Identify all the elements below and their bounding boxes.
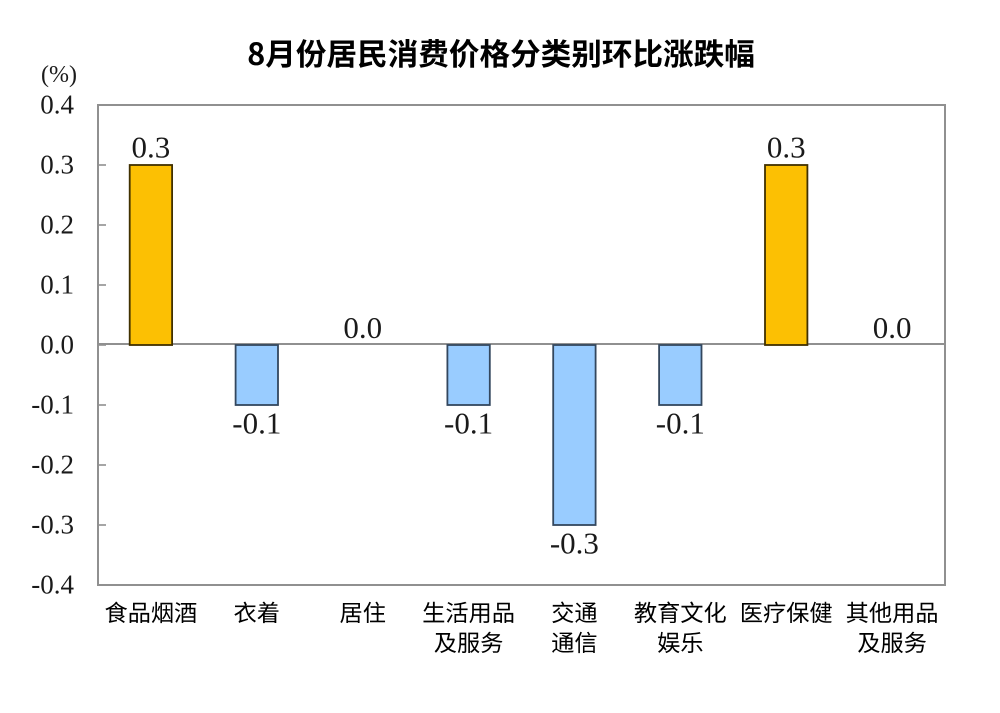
svg-text:-0.1: -0.1 bbox=[31, 390, 74, 420]
svg-text:0.3: 0.3 bbox=[767, 130, 806, 165]
svg-text:-0.1: -0.1 bbox=[232, 406, 281, 441]
svg-text:-0.2: -0.2 bbox=[31, 450, 74, 480]
svg-text:0.3: 0.3 bbox=[40, 150, 74, 180]
svg-text:0.4: 0.4 bbox=[40, 90, 74, 120]
svg-text:0.0: 0.0 bbox=[40, 330, 74, 360]
svg-text:0.0: 0.0 bbox=[343, 310, 382, 345]
svg-text:-0.3: -0.3 bbox=[550, 526, 599, 561]
svg-text:0.0: 0.0 bbox=[873, 310, 912, 345]
svg-text:-0.1: -0.1 bbox=[444, 406, 493, 441]
svg-text:0.3: 0.3 bbox=[132, 130, 171, 165]
svg-text:-0.3: -0.3 bbox=[31, 510, 74, 540]
svg-text:0.2: 0.2 bbox=[40, 210, 74, 240]
svg-text:0.1: 0.1 bbox=[40, 270, 74, 300]
svg-text:-0.1: -0.1 bbox=[656, 406, 705, 441]
svg-text:-0.4: -0.4 bbox=[31, 570, 74, 600]
svg-text:(%): (%) bbox=[41, 62, 77, 88]
